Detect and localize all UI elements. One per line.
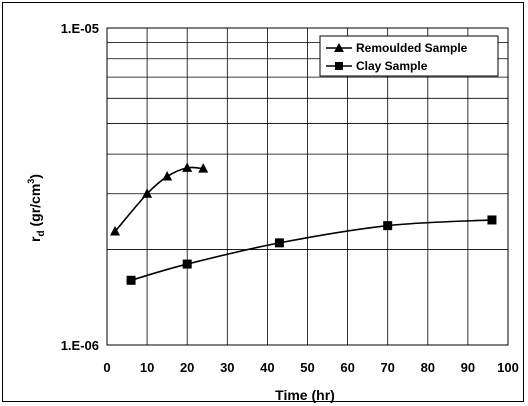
x-tick-label: 100: [497, 360, 519, 375]
series-line-0: [114, 166, 204, 233]
y-tick-labels: 1.E-06 1.E-05: [61, 21, 99, 353]
series-square: [126, 215, 497, 285]
legend: Remoulded Sample Clay Sample: [319, 35, 499, 77]
data-point-triangle: [198, 163, 209, 173]
data-point-square: [182, 259, 192, 269]
legend-box: [319, 35, 499, 77]
x-axis-title: Time (hr): [275, 387, 335, 403]
series-line-1: [130, 219, 493, 282]
x-tick-label: 20: [180, 360, 194, 375]
series-group: [110, 162, 497, 285]
y-axis-title-sup: 3: [26, 179, 36, 184]
y-axis-title-main: r: [27, 236, 43, 242]
plot-area: [106, 27, 509, 346]
data-point-triangle: [142, 188, 153, 198]
x-tick-label: 70: [380, 360, 394, 375]
y-tick-label: 1.E-06: [61, 338, 99, 353]
y-axis-title-sub: d: [36, 230, 47, 236]
y-axis-title-close: ): [27, 174, 43, 179]
y-tick-label: 1.E-05: [61, 21, 99, 36]
x-tick-label: 80: [421, 360, 435, 375]
data-point-triangle: [110, 226, 121, 236]
data-point-square: [383, 221, 393, 231]
x-tick-labels: 0 10 20 30 40 50 60 70 80 90 100: [103, 360, 518, 375]
grid-lines: [107, 28, 508, 345]
x-tick-label: 40: [260, 360, 274, 375]
data-point-square: [274, 238, 284, 248]
data-point-triangle: [182, 162, 193, 172]
legend-label-clay: Clay Sample: [356, 59, 428, 73]
legend-marker-remoulded: [334, 43, 344, 52]
x-tick-label: 60: [340, 360, 354, 375]
x-tick-label: 0: [103, 360, 110, 375]
x-tick-label: 50: [300, 360, 314, 375]
y-axis-title: rd (gr/cm3): [26, 174, 47, 242]
data-point-square: [487, 215, 497, 225]
x-tick-label: 90: [461, 360, 475, 375]
data-point-square: [126, 275, 136, 285]
data-point-triangle: [162, 171, 173, 181]
x-tick-label: 10: [140, 360, 154, 375]
legend-marker-clay: [335, 62, 343, 70]
series-triangle: [110, 162, 209, 236]
legend-label-remoulded: Remoulded Sample: [356, 41, 468, 55]
y-axis-title-unit: (gr/cm: [27, 184, 43, 231]
x-tick-label: 30: [220, 360, 234, 375]
